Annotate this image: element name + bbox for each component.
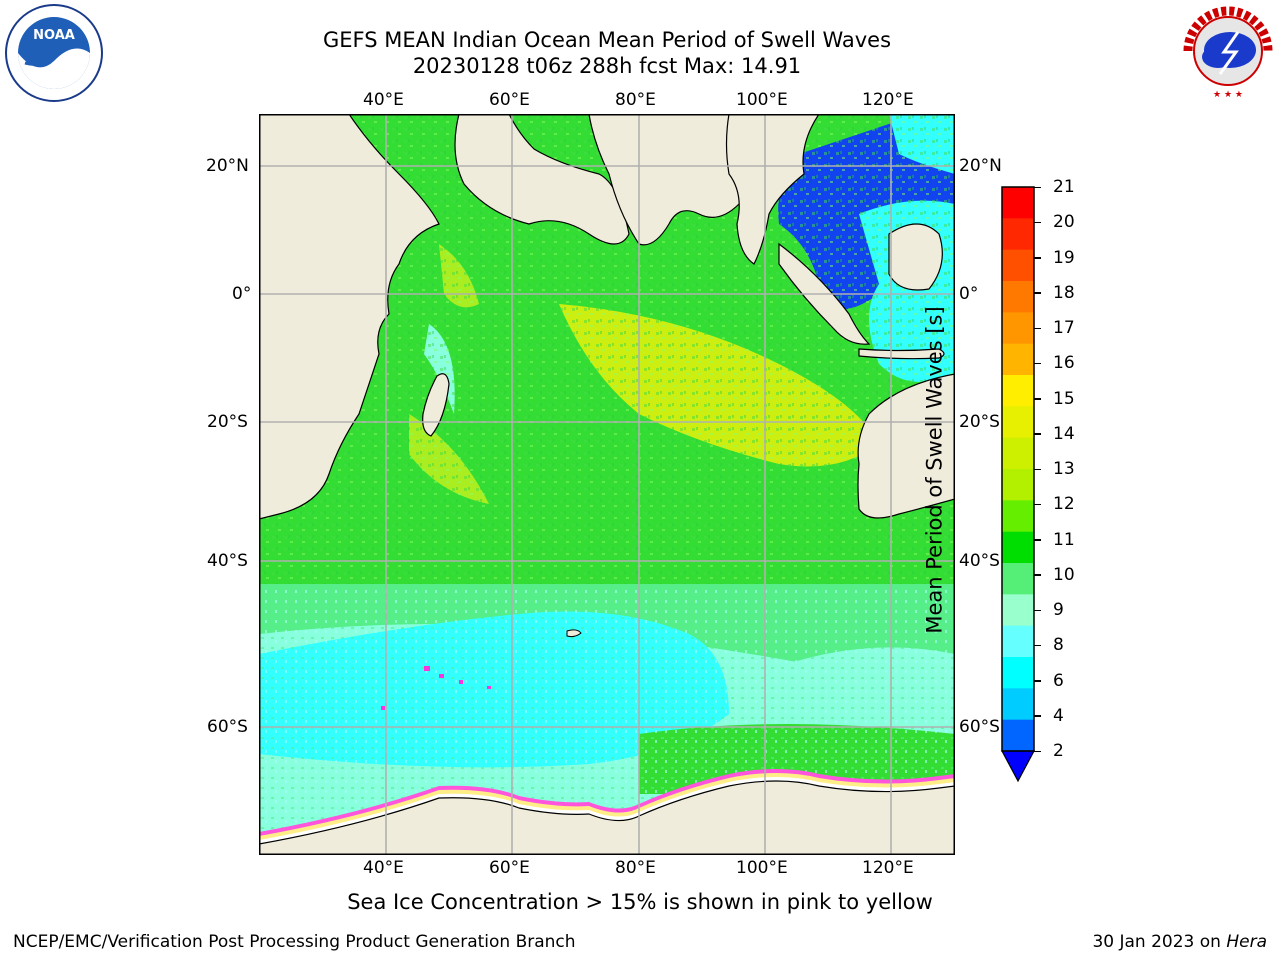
colorbar-extend-arrow (1001, 750, 1035, 783)
lat-label-left: 0° (232, 284, 252, 304)
date-stamp: 30 Jan 2023 on Hera (1092, 932, 1267, 952)
colorbar-tick-label: 21 (1053, 177, 1075, 197)
colorbar-swatch (1002, 375, 1034, 407)
colorbar-swatch (1002, 437, 1034, 470)
land-arabia (454, 114, 630, 245)
colorbar-swatch (1002, 719, 1034, 752)
lon-label-top: 60°E (489, 90, 530, 110)
svg-text:NOAA: NOAA (33, 28, 75, 43)
colorbar-tick-label: 15 (1053, 388, 1075, 409)
lon-label-top: 120°E (862, 90, 914, 110)
colorbar-tick (1034, 257, 1041, 259)
svg-text:★ ★ ★: ★ ★ ★ (1213, 90, 1243, 100)
colorbar (1001, 186, 1035, 783)
land-se-asia (725, 114, 820, 265)
lat-label-right: 20°N (959, 156, 1002, 176)
lat-label-right: 0° (959, 284, 979, 304)
colorbar-swatch (1002, 657, 1034, 689)
colorbar-tick-label: 10 (1053, 564, 1075, 585)
colorbar-tick (1034, 433, 1041, 435)
colorbar-tick (1034, 327, 1041, 329)
colorbar-tick-label: 14 (1053, 423, 1075, 444)
colorbar-swatch (1002, 688, 1034, 721)
colorbar-tick-label: 17 (1053, 318, 1075, 338)
lat-label-right: 20°S (959, 412, 1000, 432)
colorbar-tick (1034, 715, 1041, 717)
colorbar-tick-label: 9 (1053, 600, 1064, 620)
colorbar-tick (1034, 292, 1041, 294)
colorbar-swatch (1002, 531, 1034, 564)
lon-label-top: 40°E (363, 90, 404, 110)
land-madagascar (422, 373, 450, 437)
colorbar-swatch (1002, 281, 1034, 313)
lon-label-bottom: 120°E (862, 858, 914, 878)
host-name: Hera (1226, 932, 1267, 952)
colorbar-swatch (1002, 187, 1034, 219)
noaa-logo: NOAA (5, 4, 103, 102)
nws-logo: ★ ★ ★ (1182, 5, 1274, 100)
colorbar-swatch (1002, 312, 1034, 345)
colorbar-title: Mean Period of Swell Waves [s] (922, 306, 947, 634)
colorbar-tick (1034, 503, 1041, 506)
lon-label-top: 100°E (736, 90, 788, 110)
colorbar-swatch (1002, 469, 1034, 501)
colorbar-swatch (1002, 563, 1034, 595)
colorbar-tick-label: 8 (1053, 635, 1064, 656)
colorbar-tick (1034, 680, 1041, 682)
land-africa (259, 114, 440, 520)
colorbar-tick (1034, 574, 1041, 576)
colorbar-tick (1034, 362, 1041, 365)
colorbar-tick (1034, 398, 1041, 400)
colorbar-tick (1034, 609, 1041, 611)
colorbar-swatch (1002, 406, 1034, 439)
colorbar-tick-label: 6 (1053, 670, 1064, 691)
colorbar-swatch (1002, 218, 1034, 251)
land-australia (857, 373, 955, 519)
lat-label-right: 60°S (959, 717, 1000, 737)
colorbar-tick (1034, 750, 1041, 752)
lat-label-left: 40°S (207, 551, 248, 571)
colorbar-tick-label: 16 (1053, 353, 1075, 374)
chart-subtitle: 20230128 t06z 288h fcst Max: 14.91 (412, 54, 802, 78)
colorbar-swatch (1002, 343, 1034, 376)
colorbar-tick (1034, 186, 1041, 188)
lon-label-bottom: 80°E (615, 858, 656, 878)
colorbar-swatch (1002, 594, 1034, 627)
lat-label-right: 40°S (959, 551, 1000, 571)
colorbar-tick-label: 19 (1053, 247, 1075, 268)
colorbar-tick-label: 13 (1053, 459, 1075, 479)
graticule (259, 114, 955, 855)
lon-label-top: 80°E (615, 90, 656, 110)
colorbar-tick (1034, 644, 1041, 647)
sea-ice-note: Sea Ice Concentration > 15% is shown in … (347, 890, 933, 914)
colorbar-swatch (1002, 249, 1034, 282)
colorbar-tick (1034, 221, 1041, 224)
colorbar-tick-label: 12 (1053, 494, 1075, 515)
lat-label-left: 60°S (207, 717, 248, 737)
colorbar-tick-label: 20 (1053, 212, 1075, 233)
lon-label-bottom: 60°E (489, 858, 530, 878)
lon-label-bottom: 40°E (363, 858, 404, 878)
lat-label-left: 20°N (206, 156, 249, 176)
colorbar-swatch (1002, 500, 1034, 533)
colorbar-tick (1034, 468, 1041, 470)
chart-title: GEFS MEAN Indian Ocean Mean Period of Sw… (322, 28, 892, 52)
date-text: 30 Jan 2023 on (1092, 932, 1227, 952)
colorbar-swatch (1002, 625, 1034, 658)
colorbar-tick (1034, 539, 1041, 541)
lon-label-bottom: 100°E (736, 858, 788, 878)
lat-label-left: 20°S (207, 412, 248, 432)
colorbar-tick-label: 2 (1053, 741, 1064, 761)
colorbar-tick-label: 4 (1053, 705, 1064, 726)
colorbar-tick-label: 11 (1053, 529, 1075, 550)
map-panel (259, 114, 955, 855)
colorbar-tick-label: 18 (1053, 282, 1075, 303)
land-antarctica (259, 780, 955, 855)
credit-text: NCEP/EMC/Verification Post Processing Pr… (13, 932, 576, 952)
